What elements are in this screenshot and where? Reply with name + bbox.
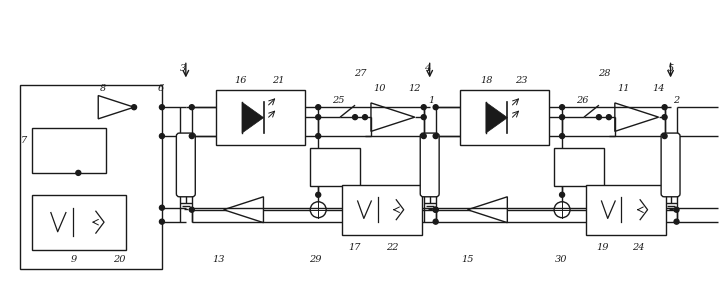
Text: 30: 30 <box>555 255 567 264</box>
Circle shape <box>132 105 137 110</box>
Circle shape <box>76 170 81 175</box>
Text: 8: 8 <box>100 84 106 93</box>
Text: 20: 20 <box>113 255 125 264</box>
Text: 2: 2 <box>673 96 680 105</box>
Text: 11: 11 <box>617 84 630 93</box>
Text: 25: 25 <box>332 96 345 105</box>
Bar <box>31 128 106 173</box>
Circle shape <box>421 105 426 110</box>
FancyBboxPatch shape <box>420 133 439 197</box>
Circle shape <box>421 134 426 139</box>
Polygon shape <box>242 102 264 133</box>
Circle shape <box>606 115 611 120</box>
Circle shape <box>433 207 438 212</box>
Circle shape <box>189 105 194 110</box>
FancyBboxPatch shape <box>661 133 680 197</box>
Text: 17: 17 <box>349 243 361 252</box>
Circle shape <box>316 192 321 197</box>
Text: 29: 29 <box>309 255 321 264</box>
Text: 15: 15 <box>461 255 474 264</box>
Text: 6: 6 <box>158 84 164 93</box>
Text: 23: 23 <box>515 76 528 85</box>
Circle shape <box>353 115 358 120</box>
Text: 16: 16 <box>234 76 247 85</box>
Text: 4: 4 <box>424 64 430 73</box>
Circle shape <box>189 207 194 212</box>
Text: 21: 21 <box>272 76 285 85</box>
Text: 9: 9 <box>71 255 76 264</box>
Bar <box>310 148 360 186</box>
Text: 28: 28 <box>598 69 610 78</box>
Text: 3: 3 <box>180 64 186 73</box>
Circle shape <box>596 115 601 120</box>
Circle shape <box>363 115 367 120</box>
Circle shape <box>433 207 438 212</box>
Circle shape <box>433 219 438 224</box>
Circle shape <box>560 134 565 139</box>
Circle shape <box>159 105 164 110</box>
Text: 26: 26 <box>576 96 588 105</box>
Text: 10: 10 <box>374 84 386 93</box>
Circle shape <box>560 192 565 197</box>
Circle shape <box>433 105 438 110</box>
Circle shape <box>560 105 565 110</box>
Circle shape <box>316 115 321 120</box>
Bar <box>586 185 666 235</box>
Circle shape <box>662 105 667 110</box>
Bar <box>31 195 126 250</box>
Text: 19: 19 <box>597 243 609 252</box>
Polygon shape <box>486 102 507 133</box>
Circle shape <box>316 134 321 139</box>
Circle shape <box>316 105 321 110</box>
Circle shape <box>159 205 164 210</box>
Text: 24: 24 <box>632 243 645 252</box>
Text: 7: 7 <box>20 136 27 145</box>
Text: 12: 12 <box>409 84 421 93</box>
Circle shape <box>159 219 164 224</box>
Circle shape <box>159 134 164 139</box>
Bar <box>554 148 604 186</box>
Text: 18: 18 <box>480 76 493 85</box>
FancyBboxPatch shape <box>177 133 196 197</box>
Text: 1: 1 <box>428 96 435 105</box>
Bar <box>20 85 162 269</box>
Circle shape <box>421 115 426 120</box>
Text: 27: 27 <box>354 69 366 78</box>
Circle shape <box>560 115 565 120</box>
Bar <box>216 90 305 145</box>
Circle shape <box>674 219 679 224</box>
Circle shape <box>189 134 194 139</box>
Text: 14: 14 <box>652 84 665 93</box>
Text: 5: 5 <box>667 64 674 73</box>
Bar <box>342 185 422 235</box>
Bar <box>459 90 549 145</box>
Text: 13: 13 <box>212 255 225 264</box>
Circle shape <box>674 207 679 212</box>
Text: 22: 22 <box>385 243 398 252</box>
Circle shape <box>662 134 667 139</box>
Circle shape <box>662 115 667 120</box>
Circle shape <box>433 134 438 139</box>
